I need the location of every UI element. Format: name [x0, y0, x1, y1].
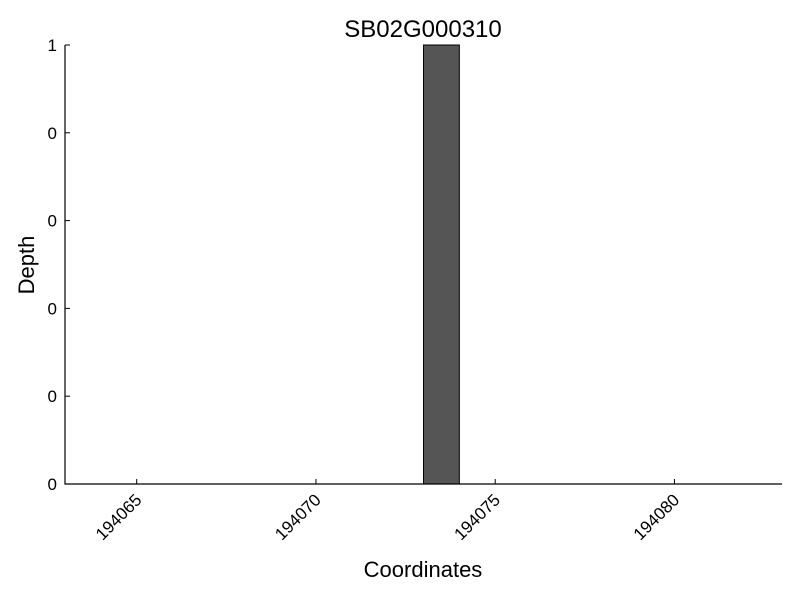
y-axis-label: Depth — [14, 236, 39, 295]
bar-0 — [423, 44, 460, 485]
x-tick-label: 194065 — [92, 490, 146, 544]
y-tick-label: 0 — [48, 212, 57, 231]
x-tick-label: 194070 — [271, 490, 325, 544]
chart-title: SB02G000310 — [344, 16, 501, 43]
x-axis-label: Coordinates — [364, 557, 483, 582]
x-tick-label: 194075 — [450, 490, 504, 544]
y-tick-label: 0 — [48, 387, 57, 406]
y-tick-label: 0 — [48, 475, 57, 494]
y-tick-label: 0 — [48, 124, 57, 143]
y-tick-label: 0 — [48, 299, 57, 318]
x-tick-label: 194080 — [630, 490, 684, 544]
y-tick-label: 1 — [48, 36, 57, 55]
